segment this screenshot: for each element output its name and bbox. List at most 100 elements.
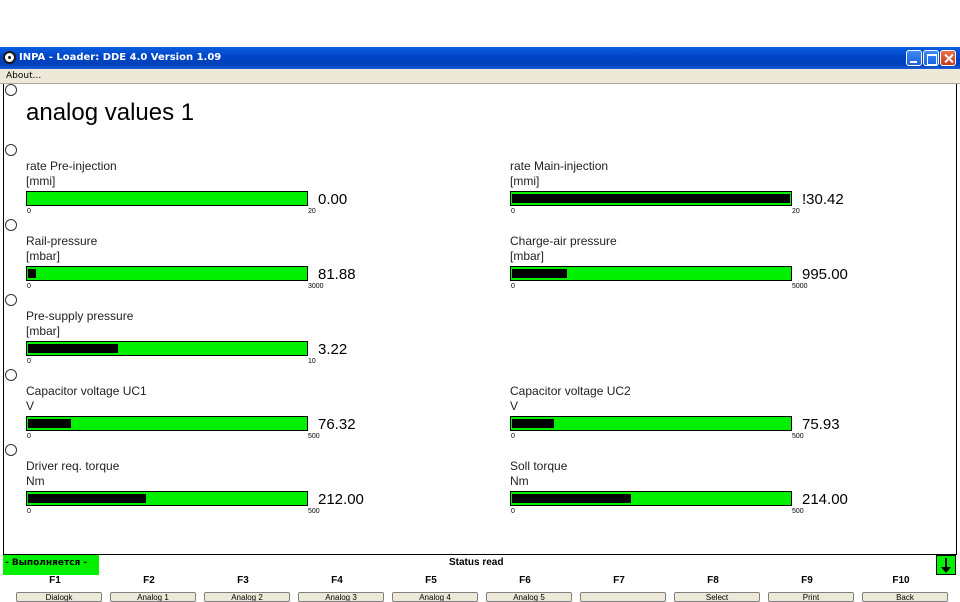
fkey-f1: F1 Dialogk <box>8 575 102 602</box>
gauge-unit: [mmi] <box>510 174 540 188</box>
title-bar[interactable]: INPA - Loader: DDE 4.0 Version 1.09 <box>0 47 960 69</box>
gauge: Rail-pressure [mbar] 0 3000 81.88 <box>26 234 366 304</box>
fkey-label: F4 <box>331 575 343 586</box>
gauge-fill <box>28 494 146 503</box>
inpa-window: INPA - Loader: DDE 4.0 Version 1.09 Abou… <box>0 47 960 602</box>
gauge-bar <box>510 491 792 506</box>
gauge-label: rate Main-injection <box>510 159 609 173</box>
row-radio-5[interactable] <box>5 444 17 456</box>
gauge-max: 20 <box>308 208 316 215</box>
gauge-min: 0 <box>511 508 515 515</box>
row-radio-4[interactable] <box>5 369 17 381</box>
gauge-value: 0.00 <box>318 191 348 208</box>
fkey-label: F5 <box>425 575 437 586</box>
gauge-min: 0 <box>511 433 515 440</box>
gauge-min: 0 <box>27 433 31 440</box>
gauge-value: 76.32 <box>318 416 356 433</box>
gauge-min: 0 <box>511 283 515 290</box>
row-radio-1[interactable] <box>5 144 17 156</box>
fkey-f5: F5 Analog 4 <box>384 575 478 602</box>
gauge-min: 0 <box>27 358 31 365</box>
gauge-fill <box>28 269 36 278</box>
fkey-button[interactable]: Analog 5 <box>486 592 572 602</box>
fkey-f10: F10 Back <box>854 575 948 602</box>
gauge-value: 214.00 <box>802 491 848 508</box>
fkey-button[interactable]: Dialogk <box>16 592 102 602</box>
fkey-button[interactable] <box>580 592 666 602</box>
gauge-label: rate Pre-injection <box>26 159 117 173</box>
fkey-label: F10 <box>892 575 910 586</box>
fkey-button[interactable]: Analog 4 <box>392 592 478 602</box>
gauge-bar <box>26 416 308 431</box>
gauge: Driver req. torque Nm 0 500 212.00 <box>26 459 366 529</box>
fkey-f9: F9 Print <box>760 575 854 602</box>
fkey-button[interactable]: Back <box>862 592 948 602</box>
gauge-max: 3000 <box>308 283 324 290</box>
fkey-f3: F3 Analog 2 <box>196 575 290 602</box>
fkey-label: F9 <box>801 575 813 586</box>
fkey-label: F7 <box>613 575 625 586</box>
gauge-bar <box>26 341 308 356</box>
fkey-label: F8 <box>707 575 719 586</box>
row-radio-3[interactable] <box>5 294 17 306</box>
gauge-min: 0 <box>27 208 31 215</box>
gauge: Soll torque Nm 0 500 214.00 <box>510 459 850 529</box>
fkey-button[interactable]: Analog 1 <box>110 592 196 602</box>
gauge-unit: V <box>26 399 35 413</box>
fkey-button[interactable]: Analog 3 <box>298 592 384 602</box>
gauge-unit: Nm <box>510 474 529 488</box>
gauge-label: Capacitor voltage UC2 <box>510 384 631 398</box>
app-icon[interactable] <box>3 51 16 64</box>
gauge-bar <box>26 491 308 506</box>
fkey-f2: F2 Analog 1 <box>102 575 196 602</box>
gauge-label: Driver req. torque <box>26 459 120 473</box>
menu-bar: About... <box>0 69 960 84</box>
gauge-bar <box>26 266 308 281</box>
gauge-fill <box>512 419 555 428</box>
gauge-label: Rail-pressure <box>26 234 98 248</box>
gauge-min: 0 <box>27 283 31 290</box>
gauge-value: 995.00 <box>802 266 848 283</box>
row-radio-0[interactable] <box>5 84 17 96</box>
gauge-max: 500 <box>792 433 804 440</box>
gauge: rate Main-injection [mmi] 0 20 !30.42 <box>510 159 850 229</box>
fkey-button[interactable]: Analog 2 <box>204 592 290 602</box>
gauge-fill <box>28 419 71 428</box>
fkey-label: F6 <box>519 575 531 586</box>
page-title: analog values 1 <box>26 99 195 126</box>
minimize-button[interactable] <box>906 50 922 66</box>
gauge-label: Charge-air pressure <box>510 234 617 248</box>
gauge-bar <box>510 416 792 431</box>
gauge-max: 20 <box>792 208 800 215</box>
fkey-label: F2 <box>143 575 155 586</box>
gauge: Charge-air pressure [mbar] 0 5000 995.00 <box>510 234 850 304</box>
fkey-label: F1 <box>49 575 61 586</box>
gauge-bar <box>510 266 792 281</box>
gauge-label: Capacitor voltage UC1 <box>26 384 147 398</box>
gauge: Pre-supply pressure [mbar] 0 10 3.22 <box>26 309 366 379</box>
status-text: Status read <box>449 557 504 568</box>
gauge: Capacitor voltage UC2 V 0 500 75.93 <box>510 384 850 454</box>
fkey-button[interactable]: Select <box>674 592 760 602</box>
fkey-f7: F7 <box>572 575 666 602</box>
gauge: Capacitor voltage UC1 V 0 500 76.32 <box>26 384 366 454</box>
fkey-label: F3 <box>237 575 249 586</box>
gauge-max: 500 <box>792 508 804 515</box>
gauge: rate Pre-injection [mmi] 0 20 0.00 <box>26 159 366 229</box>
gauge-unit: Nm <box>26 474 45 488</box>
fkey-f8: F8 Select <box>666 575 760 602</box>
gauge-fill <box>512 494 631 503</box>
gauge-value: 75.93 <box>802 416 840 433</box>
menu-item-about[interactable]: About... <box>6 71 42 81</box>
gauge-value: 212.00 <box>318 491 364 508</box>
maximize-button[interactable] <box>923 50 939 66</box>
fkey-f4: F4 Analog 3 <box>290 575 384 602</box>
gauge-value: !30.42 <box>802 191 844 208</box>
close-button[interactable] <box>940 50 956 66</box>
gauge-max: 10 <box>308 358 316 365</box>
row-radio-2[interactable] <box>5 219 17 231</box>
fkey-button[interactable]: Print <box>768 592 854 602</box>
arrow-down-icon[interactable] <box>936 555 956 575</box>
gauge-max: 5000 <box>792 283 808 290</box>
status-line: - Выполняется - Status read <box>0 555 960 575</box>
